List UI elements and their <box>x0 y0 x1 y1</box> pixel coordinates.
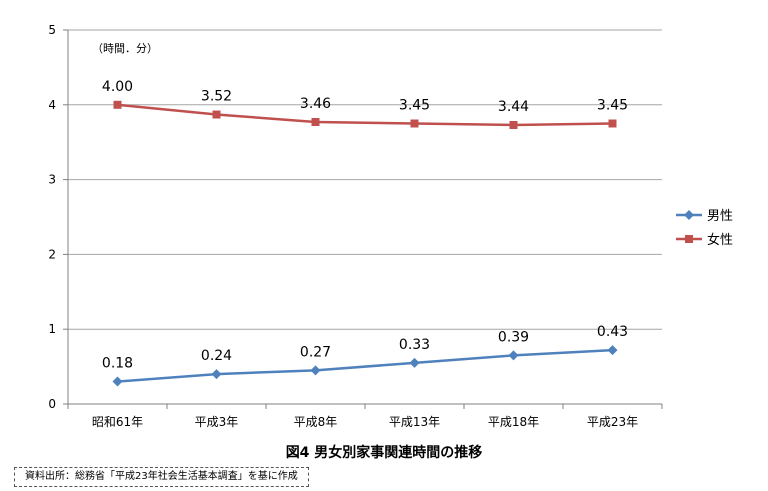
y-tick-label: 2 <box>48 247 56 261</box>
figure-caption: 図4 男女別家事関連時間の推移 <box>285 445 483 461</box>
y-tick-label: 3 <box>48 173 56 187</box>
y-tick-label: 4 <box>48 98 56 112</box>
data-point <box>608 119 617 128</box>
data-point <box>211 369 222 380</box>
data-label: 3.52 <box>201 89 232 105</box>
axes: 0 1 2 3 4 5 昭和61年 平成3年 平成8年 平成13年 平成18年 平成23年 <box>48 23 663 429</box>
series-line-1 <box>117 348 613 383</box>
data-label: 0.18 <box>102 356 133 372</box>
data-point <box>607 345 618 356</box>
data-label: 4.00 <box>102 79 133 95</box>
legend-label: 男性 <box>707 209 733 224</box>
y-tick-label: 0 <box>48 397 56 411</box>
data-point <box>410 119 419 128</box>
series-line-2 <box>117 103 613 127</box>
data-label: 3.44 <box>498 99 529 115</box>
legend-marker <box>685 235 693 243</box>
y-tick-label: 5 <box>48 23 56 37</box>
data-label: 3.45 <box>399 98 430 114</box>
data-point <box>508 350 519 361</box>
x-tick-label: 平成23年 <box>587 415 638 429</box>
data-point <box>310 365 321 376</box>
data-label: 0.27 <box>300 344 331 360</box>
data-label: 0.24 <box>201 348 232 364</box>
gridlines <box>68 29 662 330</box>
x-tick-label: 平成3年 <box>195 415 239 429</box>
data-label: 3.45 <box>597 98 628 114</box>
data-label: 0.43 <box>597 324 628 340</box>
source-note: 資料出所：総務省「平成23年社会生活基本調査」を基に作成 <box>14 467 309 487</box>
series-layer <box>112 100 618 387</box>
x-tick-label: 昭和61年 <box>92 415 143 429</box>
data-point <box>509 120 518 129</box>
data-point <box>409 357 420 368</box>
unit-label: （時間．分） <box>92 42 158 55</box>
data-point <box>113 100 122 109</box>
legend-marker <box>684 210 694 220</box>
x-tick-label: 平成18年 <box>488 415 539 429</box>
legend-label: 女性 <box>707 232 733 248</box>
y-tick-label: 1 <box>48 322 56 336</box>
data-point <box>212 110 221 119</box>
data-point <box>311 118 320 127</box>
data-label: 0.39 <box>498 329 529 345</box>
data-labels: 0.18 0.24 0.27 0.33 0.39 0.43 4.00 3.52 3.46 3.45… <box>102 79 628 372</box>
x-tick-label: 平成13年 <box>389 415 440 429</box>
x-tick-label: 平成8年 <box>294 415 338 429</box>
data-label: 0.33 <box>399 337 430 353</box>
data-label: 3.46 <box>300 96 331 112</box>
data-point <box>112 376 123 387</box>
